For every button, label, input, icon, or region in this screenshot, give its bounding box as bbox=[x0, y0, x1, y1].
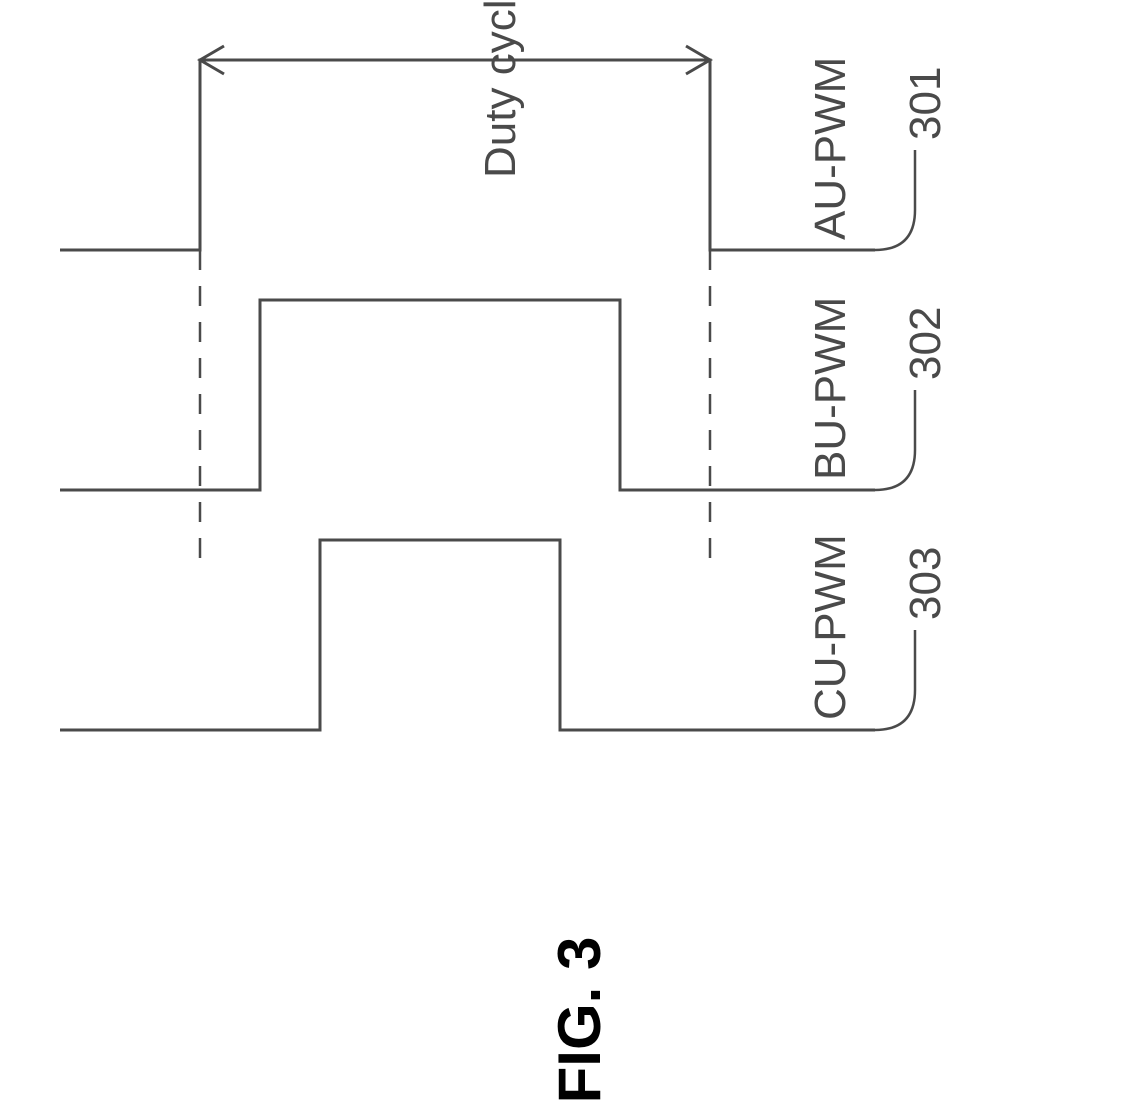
leader-CU bbox=[875, 630, 915, 730]
label-AU: AU-PWM bbox=[806, 57, 855, 240]
ref-CU: 303 bbox=[901, 547, 950, 620]
ref-BU: 302 bbox=[901, 307, 950, 380]
figure-caption: FIG. 3 bbox=[546, 937, 613, 1104]
waveform-CU bbox=[60, 540, 875, 730]
duty-label: Duty cycle = d bbox=[476, 0, 525, 178]
waveform-BU bbox=[60, 300, 875, 490]
leader-AU bbox=[875, 150, 915, 250]
waveform-AU bbox=[60, 60, 875, 250]
leader-BU bbox=[875, 390, 915, 490]
label-BU: BU-PWM bbox=[806, 297, 855, 480]
label-CU: CU-PWM bbox=[806, 534, 855, 720]
ref-AU: 301 bbox=[901, 67, 950, 140]
